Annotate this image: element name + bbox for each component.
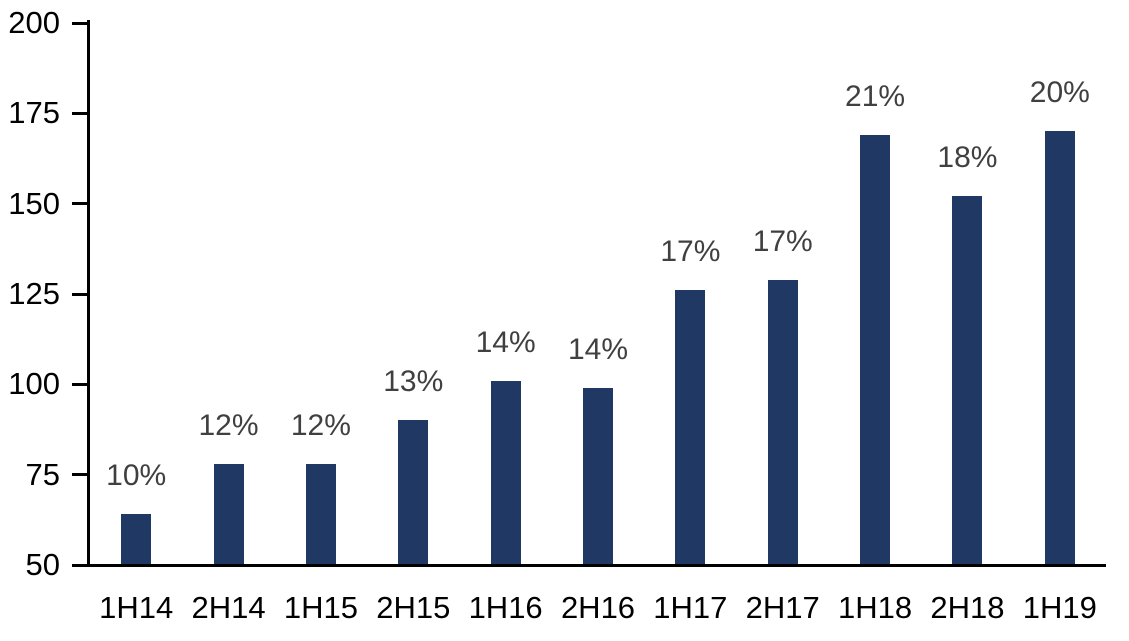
y-tick — [72, 111, 87, 115]
x-category-label: 2H14 — [191, 590, 266, 625]
bar — [583, 387, 613, 564]
y-tick — [72, 21, 87, 25]
y-axis-line — [87, 20, 90, 567]
y-tick-label: 150 — [8, 185, 60, 221]
bar — [398, 420, 429, 564]
bar-value-label: 20% — [1029, 76, 1090, 110]
bar-value-label: 17% — [752, 224, 813, 258]
y-tick — [72, 382, 87, 386]
bar — [675, 290, 706, 564]
y-tick-label: 75 — [25, 456, 60, 492]
x-category-label: 2H15 — [376, 590, 451, 625]
y-tick-label: 100 — [8, 366, 60, 402]
y-tick-label: 175 — [8, 95, 60, 131]
y-tick-label: 200 — [8, 5, 60, 40]
x-category-label: 1H19 — [1022, 590, 1097, 625]
x-category-label: 2H16 — [560, 590, 636, 625]
bar-value-label: 14% — [567, 332, 629, 366]
bar — [121, 514, 152, 564]
x-axis-line — [90, 563, 1106, 567]
x-category-label: 1H16 — [468, 590, 543, 625]
x-category-label: 1H17 — [653, 590, 728, 625]
bar — [213, 463, 244, 564]
bar — [1044, 131, 1075, 564]
bar-value-label: 12% — [290, 408, 351, 442]
y-tick — [72, 202, 87, 206]
y-tick — [72, 473, 87, 477]
x-category-label: 1H15 — [283, 590, 358, 625]
bar-value-label: 14% — [475, 325, 536, 359]
y-tick — [72, 563, 87, 567]
bar-value-label: 10% — [106, 459, 167, 493]
y-tick-label: 125 — [8, 276, 60, 311]
y-tick — [72, 292, 87, 296]
bar-value-label: 12% — [198, 408, 259, 442]
y-tick-label: 50 — [25, 547, 60, 582]
x-category-label: 2H17 — [745, 590, 820, 625]
bar — [767, 279, 798, 564]
bar — [305, 463, 336, 564]
bar-value-label: 17% — [660, 235, 721, 269]
x-category-label: 2H18 — [930, 590, 1005, 625]
bar-value-label: 18% — [937, 141, 998, 175]
bar — [952, 196, 983, 564]
bar — [490, 380, 521, 564]
bar — [860, 135, 891, 564]
bar-value-label: 21% — [845, 80, 906, 113]
x-category-label: 1H18 — [838, 590, 913, 625]
bar-value-label: 13% — [383, 365, 444, 399]
x-category-label: 1H14 — [99, 590, 174, 625]
